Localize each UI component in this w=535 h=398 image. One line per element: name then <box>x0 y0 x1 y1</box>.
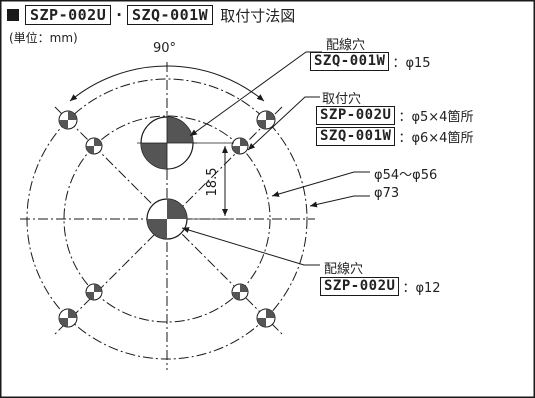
leader-wiring-top <box>189 51 322 137</box>
header-model-2: SZQ-001W <box>126 5 214 25</box>
wiring-hole-bottom-model: SZP-002U <box>320 277 400 296</box>
circle-inner <box>63 115 271 323</box>
dim-18-5-label: 18.5 <box>205 168 220 197</box>
header: SZP-002U · SZQ-001W 取付寸法図 <box>7 4 295 26</box>
header-model-1: SZP-002U <box>25 5 112 25</box>
mount-hole-label: 取付穴 <box>322 92 362 107</box>
wiring-hole-bottom-label: 配線穴 <box>324 262 364 277</box>
header-title: 取付寸法図 <box>220 6 296 25</box>
mount-hole-model-1: SZP-002U <box>316 106 396 125</box>
angle-label: 90° <box>153 41 177 56</box>
dia-outer-label: φ73 <box>374 186 400 201</box>
mount-hole-spec-row-2: SZQ-001W ：φ6×4箇所 <box>316 127 473 146</box>
mount-hole-model-2: SZQ-001W <box>316 127 396 146</box>
header-square-icon <box>7 9 19 21</box>
wiring-hole-bottom-spec: SZP-002U ：φ12 <box>320 277 441 296</box>
mount-hole-value-1: ：φ5×4箇所 <box>398 110 474 125</box>
wiring-hole-top-spec: SZQ-001W ：φ15 <box>310 52 431 71</box>
wiring-hole-bottom-value: ：φ12 <box>402 281 441 296</box>
dia-inner-label: φ54〜φ56 <box>374 168 438 183</box>
circle-outer <box>26 78 308 360</box>
leader-dia-inner <box>271 171 370 197</box>
wiring-hole-top-label: 配線穴 <box>326 38 366 53</box>
wiring-hole-large <box>137 113 197 173</box>
unit-label: (単位：mm) <box>9 31 78 45</box>
mount-hole-value-2: ：φ6×4箇所 <box>398 131 474 146</box>
mount-holes-outer <box>58 110 276 328</box>
wiring-hole-top-model: SZQ-001W <box>310 52 390 71</box>
angle-arc <box>69 65 265 102</box>
wiring-hole-small <box>146 198 188 240</box>
leader-mount-hole <box>247 96 320 151</box>
wiring-hole-top-value: ：φ15 <box>392 56 431 71</box>
leader-dia-outer <box>309 195 370 208</box>
mount-hole-spec-row-1: SZP-002U ：φ5×4箇所 <box>316 106 473 125</box>
header-separator: · <box>116 6 122 24</box>
leader-wiring-bottom <box>181 227 320 266</box>
mount-holes-inner <box>85 137 249 301</box>
